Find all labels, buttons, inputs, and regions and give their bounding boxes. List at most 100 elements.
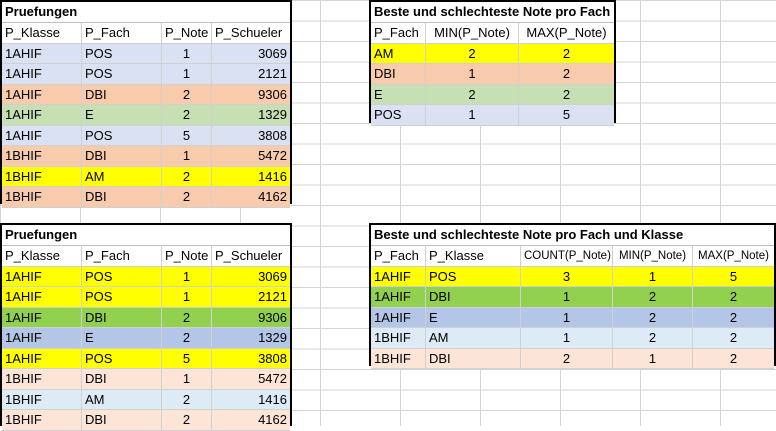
- table-cell[interactable]: 2: [613, 287, 693, 308]
- table-cell[interactable]: POS: [426, 266, 521, 287]
- table-cell[interactable]: 2: [162, 389, 212, 410]
- header-cell[interactable]: COUNT(P_Note): [521, 246, 613, 267]
- table-cell[interactable]: 1AHIF: [2, 125, 82, 146]
- table-cell[interactable]: 5: [519, 105, 614, 126]
- table-cell[interactable]: DBI: [82, 187, 162, 208]
- header-cell[interactable]: P_Klasse: [2, 246, 82, 267]
- table-cell[interactable]: 1: [162, 287, 212, 308]
- table-cell[interactable]: E: [371, 84, 426, 105]
- table-cell[interactable]: 1AHIF: [2, 105, 82, 126]
- table-cell[interactable]: 2: [162, 105, 212, 126]
- header-cell[interactable]: P_Fach: [371, 23, 426, 44]
- table-cell[interactable]: 2121: [212, 64, 290, 85]
- table-cell[interactable]: AM: [371, 43, 426, 64]
- table-cell[interactable]: 2: [162, 84, 212, 105]
- table-cell[interactable]: 2: [693, 287, 774, 308]
- table-cell[interactable]: 2121: [212, 287, 290, 308]
- table-cell[interactable]: 1BHIF: [2, 187, 82, 208]
- table-cell[interactable]: 1416: [212, 167, 290, 187]
- table-cell[interactable]: 1BHIF: [2, 369, 82, 390]
- table-cell[interactable]: 1BHIF: [371, 348, 426, 369]
- header-cell[interactable]: P_Klasse: [426, 246, 521, 267]
- table-cell[interactable]: DBI: [371, 64, 426, 85]
- table-cell[interactable]: DBI: [82, 369, 162, 390]
- table-cell[interactable]: AM: [426, 328, 521, 349]
- table-cell[interactable]: 2: [519, 64, 614, 85]
- table-cell[interactable]: 1AHIF: [2, 64, 82, 85]
- header-cell[interactable]: P_Fach: [371, 246, 426, 267]
- table-cell[interactable]: DBI: [426, 348, 521, 369]
- table-cell[interactable]: 1: [521, 307, 613, 328]
- table-cell[interactable]: 1: [162, 64, 212, 85]
- table-cell[interactable]: 1BHIF: [2, 410, 82, 431]
- table-cell[interactable]: 1BHIF: [2, 146, 82, 167]
- table-cell[interactable]: 1BHIF: [2, 166, 82, 187]
- table-cell[interactable]: 1: [426, 105, 519, 126]
- table-cell[interactable]: 2: [613, 307, 693, 328]
- table-cell[interactable]: 5: [162, 125, 212, 146]
- table-cell[interactable]: 1AHIF: [371, 307, 426, 328]
- table-cell[interactable]: 2: [162, 328, 212, 349]
- header-cell[interactable]: MIN(P_Note): [613, 246, 693, 267]
- table-cell[interactable]: POS: [82, 348, 162, 369]
- table-cell[interactable]: 2: [519, 44, 614, 64]
- header-cell[interactable]: P_Note: [162, 23, 212, 44]
- table-cell[interactable]: 9306: [212, 85, 290, 105]
- table-cell[interactable]: E: [82, 105, 162, 126]
- table-cell[interactable]: POS: [371, 105, 426, 126]
- table-cell[interactable]: DBI: [82, 307, 162, 328]
- table-cell[interactable]: 1AHIF: [2, 266, 82, 287]
- table-cell[interactable]: 1AHIF: [2, 328, 82, 349]
- table-cell[interactable]: POS: [82, 266, 162, 287]
- header-cell[interactable]: P_Klasse: [2, 23, 82, 44]
- table-cell[interactable]: POS: [82, 125, 162, 146]
- table-cell[interactable]: 1: [613, 266, 693, 287]
- table-cell[interactable]: 2: [426, 84, 519, 105]
- table-cell[interactable]: 1AHIF: [2, 43, 82, 64]
- table-cell[interactable]: DBI: [82, 410, 162, 431]
- table-cell[interactable]: 2: [162, 187, 212, 208]
- table-cell[interactable]: 5472: [212, 369, 290, 390]
- header-cell[interactable]: P_Note: [162, 246, 212, 267]
- table-cell[interactable]: 1: [162, 266, 212, 287]
- header-cell[interactable]: MIN(P_Note): [426, 23, 519, 44]
- header-cell[interactable]: MAX(P_Note): [519, 23, 614, 44]
- table-cell[interactable]: 2: [162, 307, 212, 328]
- table-cell[interactable]: 5: [693, 267, 774, 287]
- table-cell[interactable]: E: [426, 307, 521, 328]
- table-cell[interactable]: 1416: [212, 390, 290, 410]
- table-cell[interactable]: 1: [521, 287, 613, 308]
- table-cell[interactable]: POS: [82, 287, 162, 308]
- header-cell[interactable]: P_Fach: [82, 23, 162, 44]
- table-cell[interactable]: 2: [426, 43, 519, 64]
- table-cell[interactable]: 2: [519, 85, 614, 105]
- table-cell[interactable]: DBI: [82, 146, 162, 167]
- table-cell[interactable]: 2: [613, 328, 693, 349]
- table-cell[interactable]: 2: [693, 349, 774, 369]
- table-cell[interactable]: 2: [693, 328, 774, 349]
- table-cell[interactable]: 3808: [212, 126, 290, 146]
- table-cell[interactable]: 3808: [212, 349, 290, 369]
- header-cell[interactable]: P_Fach: [82, 246, 162, 267]
- table-cell[interactable]: 9306: [212, 308, 290, 328]
- table-cell[interactable]: POS: [82, 43, 162, 64]
- table-cell[interactable]: 1: [521, 328, 613, 349]
- table-cell[interactable]: 1329: [212, 105, 290, 126]
- table-cell[interactable]: DBI: [82, 84, 162, 105]
- table-cell[interactable]: 1AHIF: [371, 287, 426, 308]
- table-cell[interactable]: AM: [82, 166, 162, 187]
- table-cell[interactable]: 2: [162, 166, 212, 187]
- table-cell[interactable]: E: [82, 328, 162, 349]
- table-cell[interactable]: 3: [521, 266, 613, 287]
- table-cell[interactable]: 1329: [212, 328, 290, 349]
- table-cell[interactable]: 1AHIF: [2, 307, 82, 328]
- table-cell[interactable]: 2: [693, 308, 774, 328]
- table-cell[interactable]: 1: [162, 43, 212, 64]
- table-cell[interactable]: DBI: [426, 287, 521, 308]
- table-cell[interactable]: 4162: [212, 187, 290, 208]
- table-cell[interactable]: 1AHIF: [2, 84, 82, 105]
- table-cell[interactable]: 1BHIF: [2, 389, 82, 410]
- table-cell[interactable]: 1AHIF: [2, 287, 82, 308]
- table-cell[interactable]: 1AHIF: [2, 348, 82, 369]
- header-cell[interactable]: P_Schueler: [212, 246, 290, 267]
